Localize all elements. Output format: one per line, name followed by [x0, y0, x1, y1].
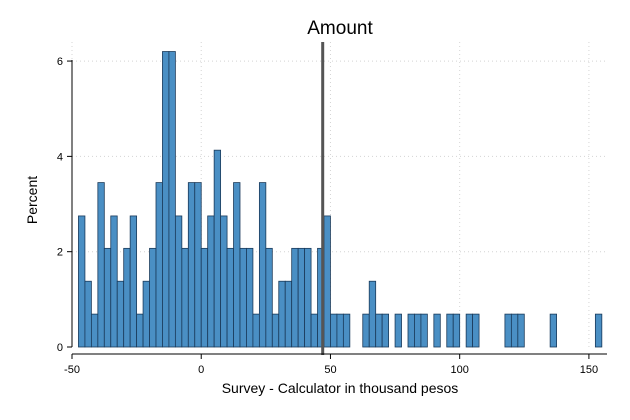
histogram-bar [394, 313, 402, 348]
histogram-bar [310, 313, 318, 348]
x-tick-label: 150 [580, 364, 598, 376]
histogram-bar [84, 280, 92, 348]
histogram-bar [381, 313, 390, 348]
histogram-bar [510, 313, 519, 348]
histogram-bar [97, 182, 105, 348]
y-tick-label: 0 [57, 342, 63, 354]
histogram-bar [207, 215, 215, 348]
x-tick-label: 50 [324, 364, 336, 376]
histogram-bar [142, 280, 150, 348]
histogram-bar [220, 215, 228, 348]
x-axis-title: Survey - Calculator in thousand pesos [222, 380, 459, 396]
histogram-bar [226, 247, 234, 348]
bars-layer [78, 51, 603, 348]
histogram-bar [174, 215, 183, 348]
histogram-bar [407, 313, 415, 348]
histogram-bar [304, 247, 312, 348]
histogram-bar [129, 215, 138, 348]
histogram-bar [433, 313, 441, 348]
x-tick-label: 0 [198, 364, 204, 376]
histogram-bar [420, 313, 428, 348]
histogram-bar [368, 280, 377, 348]
histogram-bar [90, 313, 99, 348]
chart-title: Amount [307, 18, 373, 39]
y-tick-label: 2 [57, 247, 63, 259]
histogram-bar [446, 313, 454, 348]
histogram-bar [452, 313, 461, 348]
histogram-bar [297, 247, 306, 348]
histogram-bar [291, 247, 299, 348]
histogram-bar [181, 247, 189, 348]
histogram-bar [110, 215, 118, 348]
histogram-bar [155, 182, 163, 348]
histogram-bar [375, 313, 383, 348]
histogram-bar [252, 313, 260, 348]
y-axis-title: Percent [24, 176, 40, 224]
histogram-bar [271, 313, 280, 348]
histogram-bar [103, 247, 112, 348]
histogram-bar [233, 182, 241, 348]
x-tick-label: 100 [451, 364, 469, 376]
histogram-bar [136, 313, 144, 348]
histogram-bar [278, 280, 286, 348]
histogram-bar [239, 247, 247, 348]
histogram-bar [330, 313, 338, 348]
histogram-bar [549, 313, 558, 348]
histogram-bar [258, 182, 267, 348]
histogram-bar [187, 182, 196, 348]
histogram-bar [336, 313, 344, 348]
histogram-bar [465, 313, 474, 348]
histogram-bar [472, 313, 480, 348]
histogram-bar [323, 215, 331, 348]
histogram-bar [504, 313, 512, 348]
histogram-bar [342, 313, 351, 348]
histogram-bar [284, 280, 293, 348]
histogram-bar [362, 313, 370, 348]
histogram-bar [594, 313, 603, 348]
histogram-bar [194, 182, 202, 348]
histogram-bar [149, 247, 157, 348]
histogram-bar [517, 313, 525, 348]
histogram-bar [246, 247, 254, 348]
histogram-bar [213, 149, 222, 348]
histogram-bar [78, 215, 86, 348]
x-tick-label: -50 [64, 364, 80, 376]
histogram-bar [116, 280, 125, 348]
histogram-bar [162, 51, 170, 348]
histogram-bar [200, 247, 209, 348]
histogram-bar [123, 247, 131, 348]
y-tick-label: 6 [57, 56, 63, 68]
histogram-bar [265, 247, 273, 348]
y-tick-label: 4 [57, 151, 63, 163]
histogram-bar [168, 51, 176, 348]
histogram-bar [414, 313, 422, 348]
